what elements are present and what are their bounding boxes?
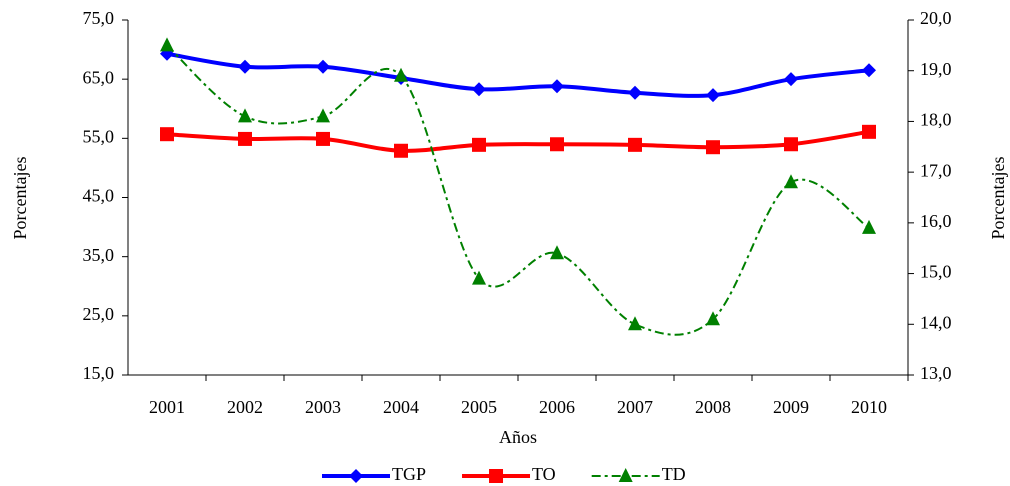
y2-tick-label: 16,0 [920,211,952,231]
x-tick-label: 2002 [227,397,263,417]
data-point [784,72,798,87]
data-point [316,131,330,146]
x-tick-label: 2009 [773,397,809,417]
y-tick-label: 45,0 [83,186,115,206]
y-tick-label: 35,0 [83,245,115,265]
data-point [472,82,486,97]
legend-label: TGP [392,464,426,484]
x-tick-label: 2005 [461,397,497,417]
data-point [160,37,174,52]
data-point [238,108,252,123]
x-tick-label: 2001 [149,397,185,417]
legend-label: TD [662,464,686,484]
data-point [706,140,720,155]
x-axis-label: Años [499,427,537,447]
y-axis-label: Porcentajes [10,157,30,240]
x-tick-label: 2003 [305,397,341,417]
data-point [550,137,564,152]
data-point [784,174,798,189]
x-tick-label: 2006 [539,397,575,417]
data-point [862,63,876,78]
data-point [238,59,252,74]
data-point [550,245,564,260]
y-tick-label: 15,0 [83,363,115,383]
y-tick-label: 25,0 [83,304,115,324]
x-tick-label: 2007 [617,397,653,417]
series-line [166,51,870,98]
y-tick-label: 55,0 [83,126,115,146]
legend-marker [349,469,363,483]
data-point [862,219,876,234]
series-line [166,129,870,153]
legend-marker [489,469,504,483]
data-point [862,124,876,139]
data-point [628,316,642,331]
data-point [628,137,642,152]
y2-tick-label: 19,0 [920,59,952,79]
data-point [472,137,486,152]
data-point [316,59,330,74]
series-line [166,44,870,336]
data-point [628,85,642,100]
y2-tick-label: 18,0 [920,110,952,130]
x-tick-label: 2008 [695,397,731,417]
data-point [550,79,564,94]
data-point [160,127,174,142]
legend-marker [618,468,633,482]
data-point [394,67,408,82]
data-point [316,108,330,123]
y2-axis-label: Porcentajes [988,157,1008,240]
y-tick-label: 75,0 [83,8,115,28]
data-point [706,311,720,326]
data-point [706,88,720,103]
y2-tick-label: 14,0 [920,312,952,332]
data-point [238,131,252,146]
x-tick-label: 2010 [851,397,887,417]
legend-label: TO [532,464,556,484]
y-tick-label: 65,0 [83,67,115,87]
data-point [472,270,486,285]
y2-tick-label: 17,0 [920,160,952,180]
y2-tick-label: 20,0 [920,8,952,28]
x-tick-label: 2004 [383,397,419,417]
y2-tick-label: 15,0 [920,262,952,282]
y2-tick-label: 13,0 [920,363,952,383]
data-point [394,143,408,158]
data-point [784,137,798,152]
